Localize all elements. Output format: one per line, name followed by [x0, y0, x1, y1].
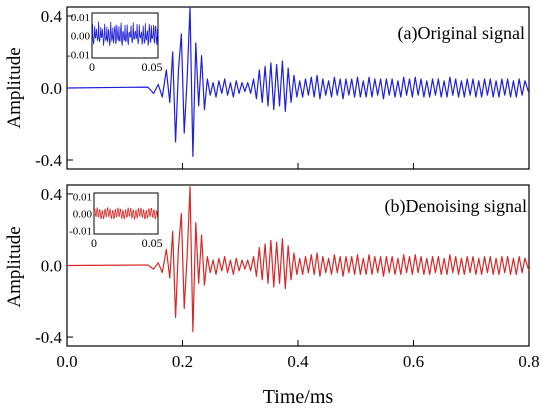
panel-a-inset-y-label: -0.01 — [67, 49, 90, 61]
panel-b-series — [66, 186, 530, 333]
panel-b-inset-y-label: 0.01 — [73, 191, 92, 203]
panel-b-inset-y-label: -0.01 — [69, 226, 92, 238]
panel-b-x-tick-label: 0.4 — [287, 352, 309, 371]
panel-b-x-tick-label: 0.2 — [172, 352, 193, 371]
panel-a-inset-y-label: 0.01 — [71, 12, 90, 24]
panel-b-x-tick-label: 0.6 — [403, 352, 424, 371]
panel-a-inset-line — [91, 21, 159, 46]
panel-a-y-tick-label: 0.0 — [41, 79, 62, 98]
panel-b-y-tick-label: 0.0 — [41, 257, 62, 276]
panel-a-y-tick-label: -0.4 — [35, 151, 62, 170]
panel-b-x-tick-label: 0.8 — [518, 352, 539, 371]
panel-a-inset: 0.01 0.00 -0.010 0.05 — [67, 12, 162, 74]
panel-b-y-label: Amplitude — [4, 226, 25, 307]
panel-a-x-ticks — [66, 163, 530, 169]
panel-a-y-axis: 0.4 0.0 -0.4 — [35, 7, 73, 170]
panel-a: 0.40.0-0.4 Amplitude (a)Original signal … — [4, 6, 530, 170]
panel-a-label: (a)Original signal — [398, 23, 525, 44]
panel-a-signal-line — [66, 6, 530, 157]
panel-b: 0.4 0.0 -0.4 0.0 0.2 0.4 0.6 0.8 Amplitude (b)… — [4, 184, 540, 371]
panel-b-inset-x-label: 0 — [91, 236, 97, 250]
panel-b-y-axis: 0.4 0.0 -0.4 — [35, 185, 73, 347]
panel-b-label: (b)Denoising signal — [385, 196, 527, 217]
panel-a-y-tick-label: 0.4 — [41, 7, 63, 26]
panel-b-x-ticks: 0.0 0.2 0.4 0.6 0.8 — [56, 340, 540, 371]
panel-b-inset: 0.01 0.00 -0.010 0.05 — [69, 191, 163, 250]
panel-b-y-tick-label: -0.4 — [35, 328, 62, 347]
panel-b-signal-line — [66, 186, 530, 333]
panel-b-x-tick-label: 0.0 — [56, 352, 77, 371]
panel-b-inset-x-label: 0.05 — [142, 236, 163, 250]
panel-a-inset-x-label: 0 — [89, 60, 95, 74]
panel-b-inset-line — [93, 206, 159, 220]
panel-b-inset-y-label: 0.00 — [73, 209, 93, 221]
panel-a-inset-y-label: 0.00 — [71, 31, 91, 43]
panel-a-y-label: Amplitude — [4, 47, 25, 128]
panel-b-y-tick-label: 0.4 — [41, 185, 63, 204]
panel-a-series — [66, 6, 530, 157]
x-axis-label: Time/ms — [263, 386, 334, 408]
panel-a-inset-x-label: 0.05 — [142, 60, 163, 74]
